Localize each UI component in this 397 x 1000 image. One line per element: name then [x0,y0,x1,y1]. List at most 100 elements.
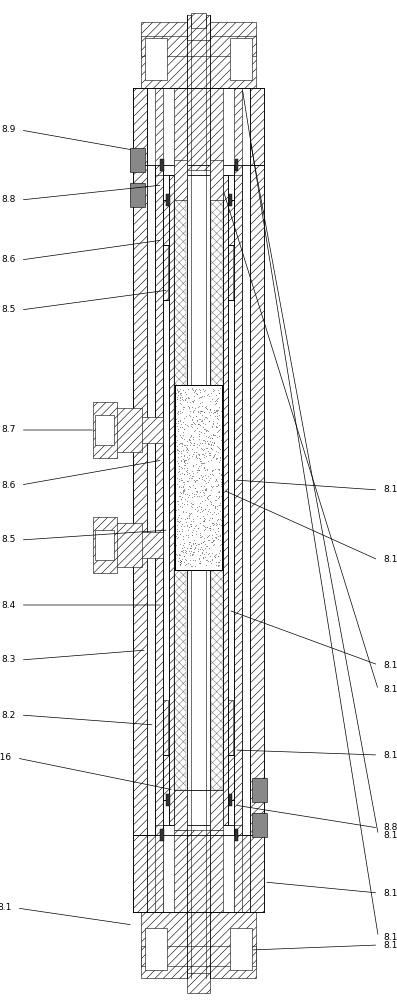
Point [178,453,185,469]
Point [217,537,224,553]
Point [211,404,218,420]
Point [179,521,185,537]
Point [175,421,181,437]
Point [186,534,192,550]
Point [174,418,180,434]
Point [194,472,200,488]
Point [195,416,201,432]
Point [205,532,211,548]
Point [203,422,210,438]
Point [190,522,196,538]
Polygon shape [211,200,223,425]
Point [177,385,183,401]
Point [180,442,186,458]
Point [217,432,224,448]
Point [199,471,206,487]
Point [175,464,181,480]
Point [190,394,196,410]
Point [179,483,186,499]
Point [188,468,195,484]
Point [182,557,189,573]
Point [214,424,220,440]
Point [209,419,215,435]
Polygon shape [141,417,163,443]
Point [204,440,210,456]
Point [182,486,189,502]
Point [177,392,183,408]
Point [197,403,204,419]
Point [208,427,214,443]
Point [214,402,220,418]
Point [189,496,196,512]
Point [196,398,202,414]
Point [177,403,183,419]
Point [204,468,211,484]
Point [186,505,192,521]
Point [176,556,183,572]
Point [213,472,220,488]
Point [177,395,183,411]
Point [202,399,208,415]
Point [184,481,191,497]
Point [189,485,195,501]
Point [209,534,216,550]
Text: 8.5: 8.5 [2,536,16,544]
Point [214,405,220,421]
Point [178,416,185,432]
Point [191,384,197,400]
Point [175,553,181,569]
Bar [191,13,206,28]
Point [205,487,212,503]
Point [181,535,187,551]
Point [208,479,215,495]
Bar [187,973,210,993]
Point [206,401,213,417]
Point [182,455,189,471]
Point [190,546,197,562]
Point [191,388,198,404]
Point [198,388,205,404]
Point [192,383,198,399]
Point [202,549,208,565]
Point [184,517,191,533]
Point [185,536,192,552]
Point [214,461,221,477]
Point [174,449,181,465]
Point [178,553,184,569]
Bar [145,928,167,970]
Point [204,429,211,445]
Point [208,440,214,456]
Point [183,510,190,526]
Bar [229,794,232,806]
Point [195,423,202,439]
Point [185,507,192,523]
Point [197,384,204,400]
Point [212,524,219,540]
Text: 8.6: 8.6 [2,255,16,264]
Point [214,512,220,528]
Point [182,384,188,400]
Point [194,420,200,436]
Point [206,540,212,556]
Point [193,444,199,460]
Point [216,516,223,532]
Point [175,445,181,461]
Point [209,466,216,482]
Point [189,393,195,409]
Point [188,416,195,432]
Point [202,511,208,527]
Point [184,433,190,449]
Point [175,509,181,525]
Point [216,484,222,500]
Point [198,403,205,419]
Point [210,447,217,463]
Point [184,510,191,526]
Point [217,450,223,466]
Point [206,466,213,482]
Polygon shape [210,790,223,830]
Point [179,516,185,532]
Point [194,508,200,524]
Point [210,515,216,531]
Point [217,476,224,492]
Point [202,521,208,537]
